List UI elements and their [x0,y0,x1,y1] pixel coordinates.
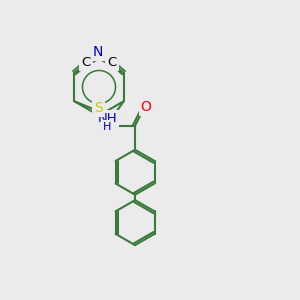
Text: N: N [94,115,105,128]
Text: NH: NH [98,112,117,125]
Text: H: H [103,122,112,133]
Text: O: O [141,100,152,114]
Text: N: N [95,45,105,59]
Text: C: C [82,56,91,69]
Text: C: C [107,56,116,69]
Text: S: S [94,101,103,115]
Text: N: N [93,45,103,59]
